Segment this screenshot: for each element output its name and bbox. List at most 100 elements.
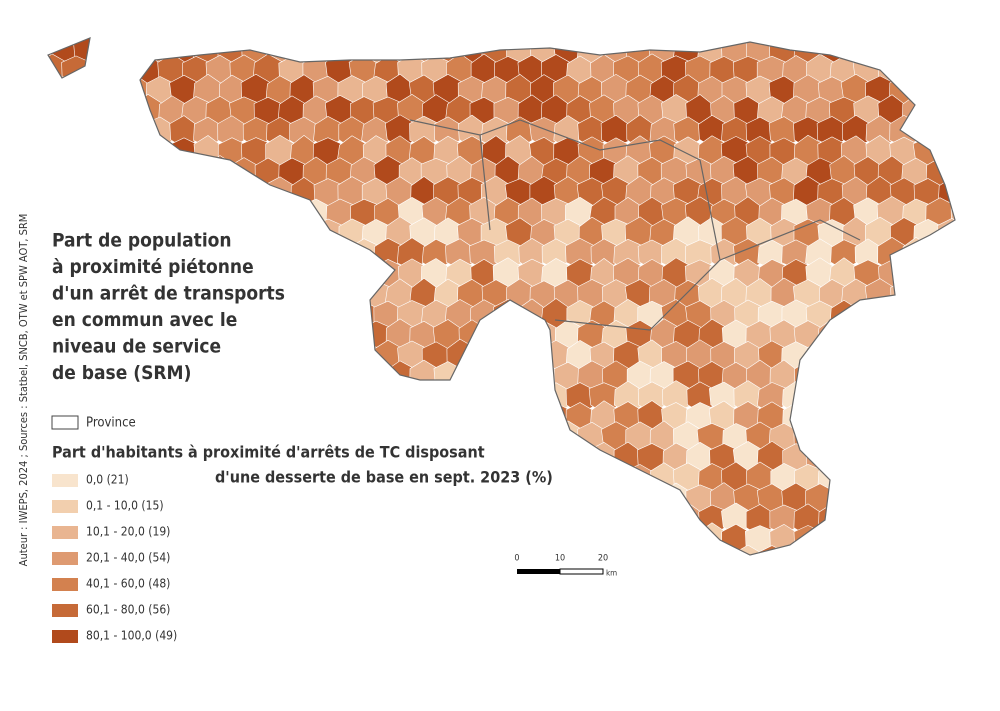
municipality	[829, 482, 860, 516]
municipality	[133, 196, 163, 229]
municipality	[254, 238, 283, 270]
municipality	[505, 422, 535, 454]
municipality	[517, 340, 548, 372]
municipality	[241, 523, 271, 555]
municipality	[313, 523, 343, 555]
municipality	[865, 38, 895, 67]
municipality	[229, 484, 259, 517]
municipality	[492, 482, 523, 516]
municipality	[48, 38, 56, 68]
municipality	[373, 482, 403, 515]
municipality	[854, 38, 883, 47]
municipality	[96, 135, 128, 168]
municipality	[590, 38, 620, 47]
municipality	[48, 136, 55, 169]
municipality	[625, 503, 655, 536]
municipality	[86, 53, 115, 89]
title: Part de population à proximité piétonne d'…	[52, 230, 285, 385]
municipality	[949, 96, 955, 128]
municipality	[494, 400, 524, 434]
municipality	[421, 482, 450, 516]
municipality	[445, 402, 475, 434]
municipality	[302, 339, 331, 373]
municipality	[276, 402, 308, 434]
municipality	[854, 340, 883, 374]
municipality	[169, 461, 199, 495]
municipality	[889, 319, 919, 354]
legend-label: 60,1 - 80,0 (56)	[86, 603, 170, 617]
province-label: Province	[86, 416, 136, 431]
municipality	[48, 461, 56, 496]
municipality	[889, 420, 920, 455]
scale-label: 10	[555, 554, 565, 564]
municipality	[782, 38, 812, 46]
municipality	[866, 463, 895, 494]
legend-swatch	[52, 578, 78, 591]
scale-bar: 0 10 20 km	[514, 554, 617, 578]
municipality	[336, 522, 368, 555]
municipality	[266, 218, 295, 250]
municipality	[132, 379, 163, 413]
municipality	[876, 380, 907, 413]
municipality	[397, 400, 427, 435]
municipality	[74, 117, 104, 148]
municipality	[253, 300, 284, 331]
municipality	[97, 115, 127, 150]
legend-swatch	[52, 630, 78, 643]
municipality	[493, 341, 524, 373]
municipality	[480, 504, 511, 536]
municipality	[326, 339, 355, 372]
municipality	[913, 361, 942, 394]
municipality	[241, 219, 272, 249]
municipality	[878, 38, 907, 48]
municipality	[529, 523, 559, 555]
municipality	[517, 483, 547, 515]
municipality	[48, 115, 55, 150]
municipality	[326, 401, 356, 434]
municipality	[636, 544, 667, 555]
municipality	[157, 197, 187, 230]
municipality	[182, 481, 210, 515]
municipality	[48, 96, 67, 129]
municipality	[326, 38, 354, 46]
municipality	[565, 443, 595, 476]
municipality	[48, 114, 80, 149]
municipality	[614, 544, 643, 555]
municipality	[457, 523, 487, 555]
municipality	[925, 545, 955, 555]
municipality	[505, 361, 535, 393]
municipality	[469, 482, 500, 516]
municipality	[350, 380, 379, 415]
legend-swatch	[52, 604, 78, 617]
municipality	[553, 463, 583, 497]
municipality	[325, 545, 354, 555]
municipality	[937, 503, 955, 535]
municipality	[397, 545, 427, 555]
municipality	[168, 176, 199, 210]
municipality	[830, 441, 859, 477]
municipality	[877, 543, 906, 555]
municipality	[420, 400, 451, 433]
municipality	[108, 38, 139, 46]
municipality	[805, 38, 836, 46]
municipality	[493, 38, 523, 47]
municipality	[853, 380, 884, 415]
municipality	[290, 525, 318, 555]
municipality	[313, 503, 343, 536]
legend-swatch	[52, 500, 78, 513]
municipality	[444, 38, 476, 47]
municipality	[409, 503, 439, 536]
municipality	[925, 38, 955, 48]
municipality	[936, 361, 955, 395]
municipality	[900, 38, 931, 46]
municipality	[156, 401, 187, 435]
municipality	[277, 197, 307, 230]
legend-swatch	[52, 474, 78, 487]
municipality	[890, 503, 918, 535]
municipality	[841, 463, 872, 496]
municipality	[901, 545, 931, 555]
municipality	[289, 503, 319, 538]
municipality	[864, 360, 896, 393]
municipality	[914, 320, 943, 353]
